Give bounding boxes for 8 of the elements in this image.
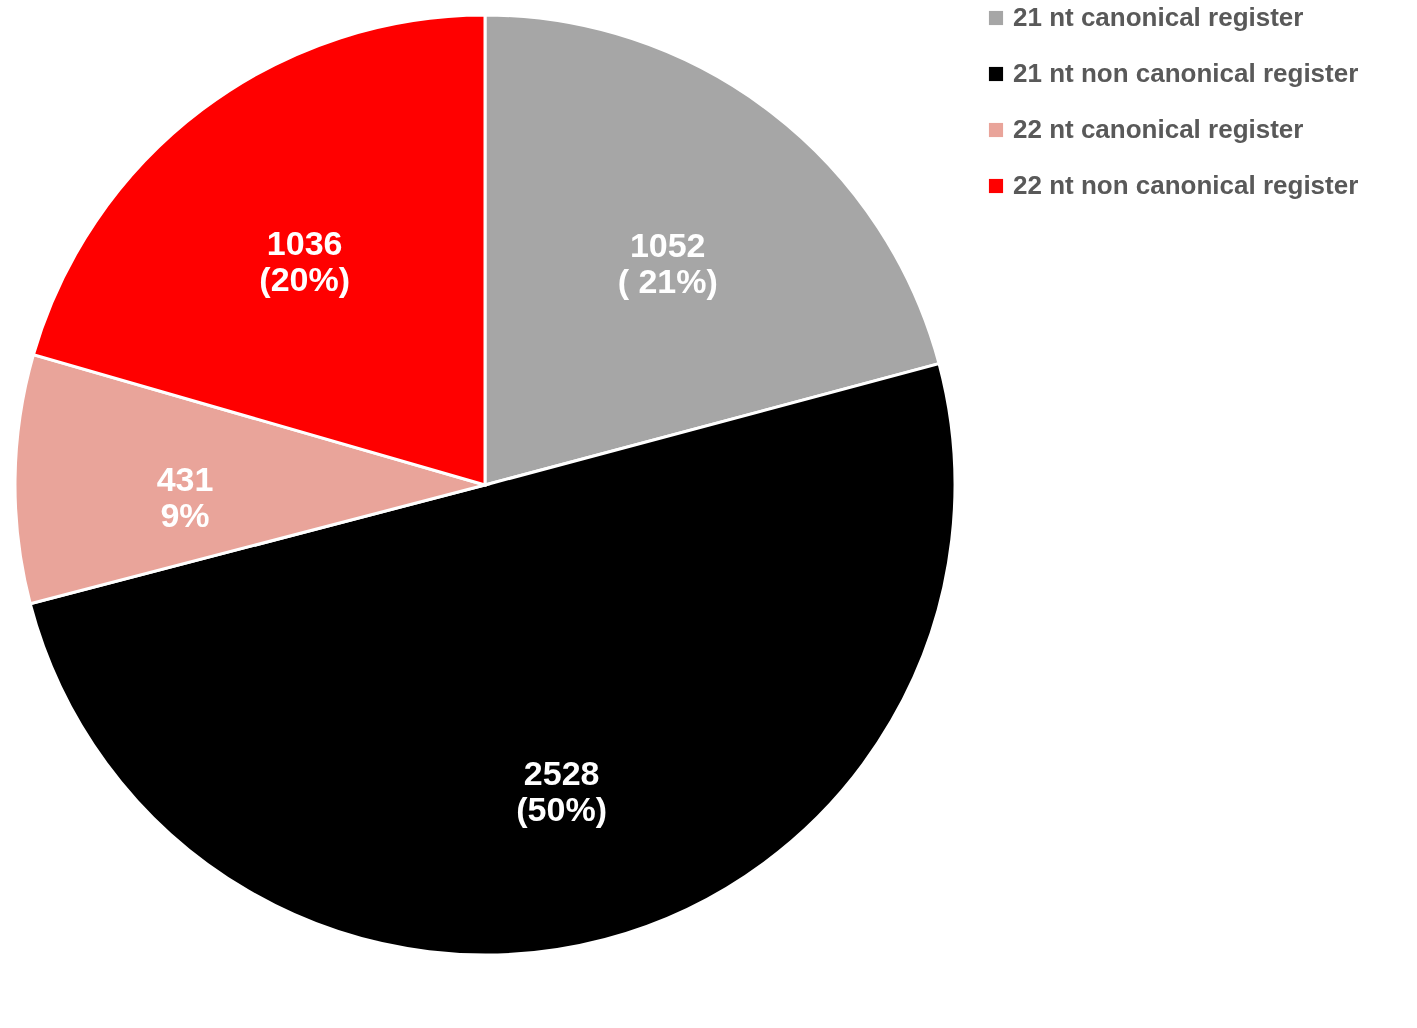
legend-label: 22 nt non canonical register	[1013, 170, 1359, 200]
legend-label: 21 nt canonical register	[1013, 2, 1304, 32]
legend-label: 21 nt non canonical register	[1013, 58, 1359, 88]
data-label: 1036 (20%)	[259, 224, 351, 299]
data-label: 2528 (50%)	[516, 754, 607, 829]
data-label: 431 9%	[156, 460, 214, 535]
data-label: 1052 ( 21%)	[617, 226, 718, 301]
legend-label: 22 nt canonical register	[1013, 114, 1304, 144]
